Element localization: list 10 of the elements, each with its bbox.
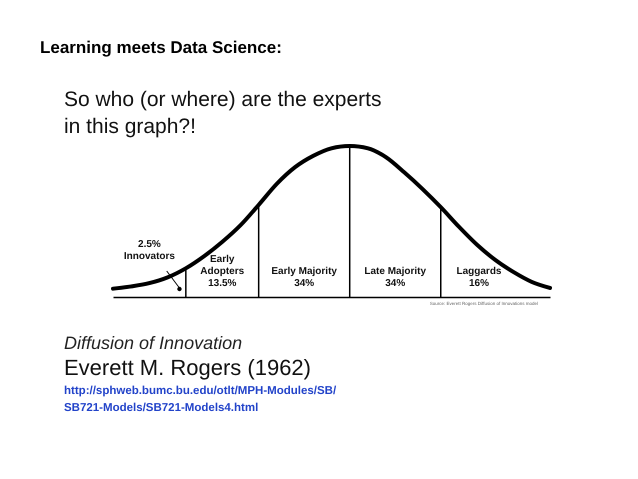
chart-subtitle: So who (or where) are the experts in this graph?!: [64, 87, 382, 140]
text: Everett M. Rogers (1962): [64, 355, 311, 381]
annotation: Laggards 16%: [456, 266, 502, 289]
annotation: Early Majority 34%: [271, 266, 338, 289]
text: Diffusion of Innovation: [64, 333, 242, 354]
annotation: Early Adopters 13.5%: [200, 254, 245, 289]
annotation: Late Majority 34%: [364, 266, 427, 289]
annotation: 2.5% Innovators: [124, 239, 176, 262]
text: http://sphweb.bumc.bu.edu/otlt/MPH-Modules/SB/ SB721-Models/SB721-Models4.html: [64, 384, 336, 416]
chart-title: Learning meets Data Science:: [40, 38, 282, 58]
